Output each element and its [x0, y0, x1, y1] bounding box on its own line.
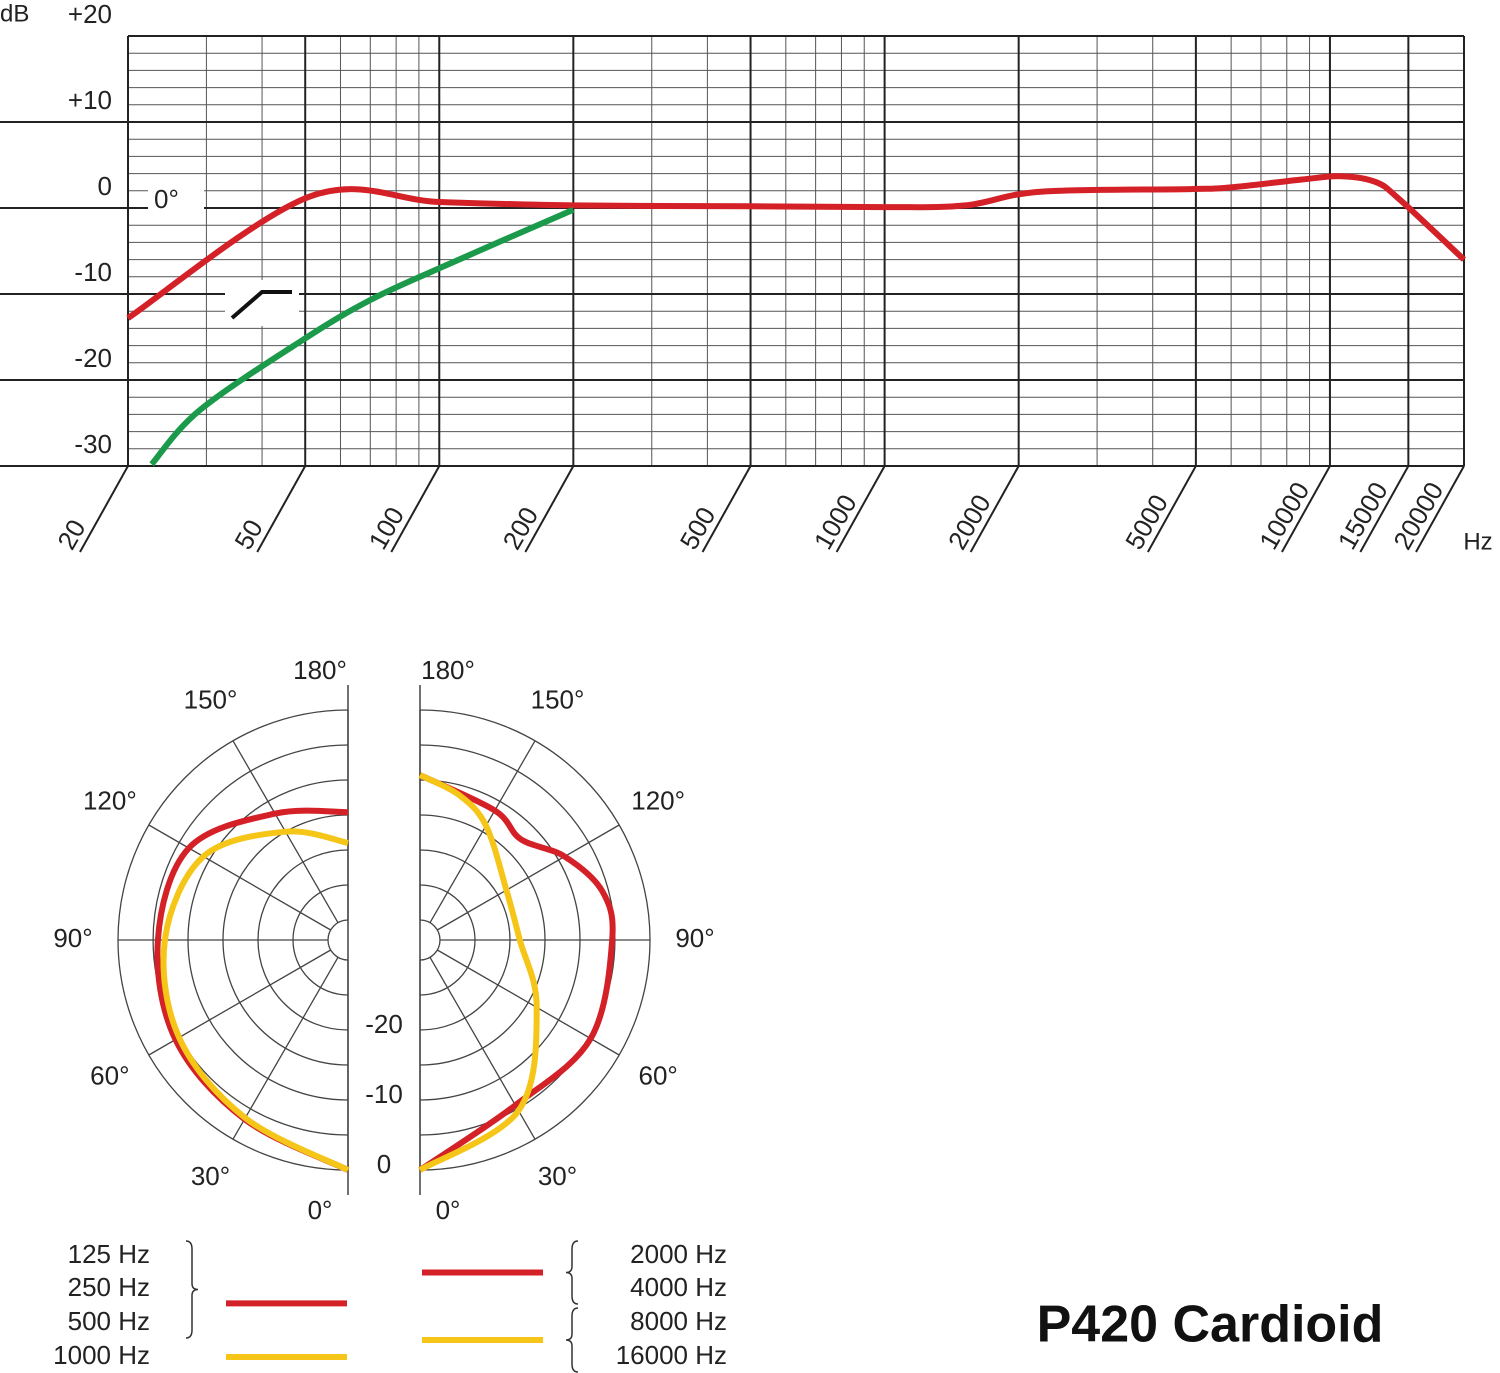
angle-label: 30°: [538, 1161, 577, 1191]
polar-curve: [418, 772, 540, 1173]
tick-mark: [390, 465, 441, 553]
polar-spoke: [436, 824, 620, 931]
legend-label: 1000 Hz: [53, 1340, 150, 1370]
legend-label: 250 Hz: [68, 1272, 150, 1302]
legend-label: 8000 Hz: [630, 1306, 727, 1336]
low-cut-symbol: [230, 290, 292, 320]
series-line: [126, 173, 1467, 321]
r-tick-label: 0: [377, 1149, 391, 1179]
x-axis-label: Hz: [1463, 528, 1492, 555]
y-tick-label: 0: [98, 171, 112, 201]
angle-label: 180°: [293, 655, 347, 685]
angle-label: 60°: [90, 1060, 129, 1090]
angle-label: 60°: [638, 1060, 677, 1090]
icon-box: [225, 280, 299, 326]
angle-label: 120°: [631, 785, 685, 815]
legend-label: 500 Hz: [68, 1306, 150, 1336]
y-tick-label: +10: [68, 85, 112, 115]
y-tick-label: -20: [74, 343, 112, 373]
tick-mark: [1359, 465, 1410, 553]
brace: [565, 1240, 579, 1305]
tick-mark: [701, 465, 752, 553]
y-tick-label: +20: [68, 0, 112, 29]
angle-label: 0°: [436, 1195, 461, 1225]
tick-mark: [1147, 465, 1197, 553]
low-cut-icon: [225, 280, 299, 326]
series-label-box: [148, 182, 204, 222]
y-axis-label: dB: [0, 0, 29, 27]
polar-spoke: [429, 740, 536, 924]
tick-mark: [969, 465, 1020, 553]
legend-label: 4000 Hz: [630, 1272, 727, 1302]
polar-ring: [327, 919, 349, 961]
r-tick-label: -20: [365, 1009, 403, 1039]
legend-label: 2000 Hz: [630, 1239, 727, 1269]
tick-mark: [256, 465, 307, 553]
series-line: [149, 206, 575, 467]
tick-mark: [1281, 465, 1331, 553]
tick-mark: [1415, 465, 1465, 553]
polar-spoke: [148, 824, 332, 931]
y-tick-label: -30: [74, 429, 112, 459]
angle-label: 120°: [83, 785, 137, 815]
angle-label: 150°: [531, 685, 585, 715]
angle-label: 90°: [675, 923, 714, 953]
tick-mark: [524, 465, 575, 553]
brace: [185, 1240, 199, 1339]
angle-label: 150°: [184, 685, 238, 715]
r-tick-label: -10: [365, 1079, 403, 1109]
polar-curve: [160, 828, 350, 1173]
polar-ring: [419, 919, 441, 961]
tick-mark: [79, 465, 129, 553]
tick-mark: [835, 465, 886, 553]
figure-title: P420 Cardioid: [1037, 1296, 1384, 1354]
legend-label: 125 Hz: [68, 1239, 150, 1269]
brace: [565, 1307, 579, 1373]
legend-label: 16000 Hz: [616, 1340, 727, 1370]
polar-spoke: [232, 956, 339, 1140]
angle-label: 0°: [308, 1195, 333, 1225]
angle-label: 90°: [53, 923, 92, 953]
y-tick-label: -10: [74, 257, 112, 287]
angle-label: 30°: [191, 1161, 230, 1191]
angle-label: 180°: [421, 655, 475, 685]
series-label: 0°: [154, 184, 179, 214]
